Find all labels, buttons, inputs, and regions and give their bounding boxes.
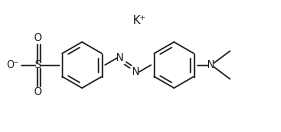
Text: N: N [132, 67, 140, 77]
Text: K⁺: K⁺ [133, 13, 147, 27]
Text: O: O [34, 87, 42, 97]
Text: N: N [116, 53, 124, 63]
Text: O⁻: O⁻ [7, 60, 19, 70]
Text: S: S [35, 60, 41, 70]
Text: N: N [207, 60, 215, 70]
Text: O: O [34, 33, 42, 43]
